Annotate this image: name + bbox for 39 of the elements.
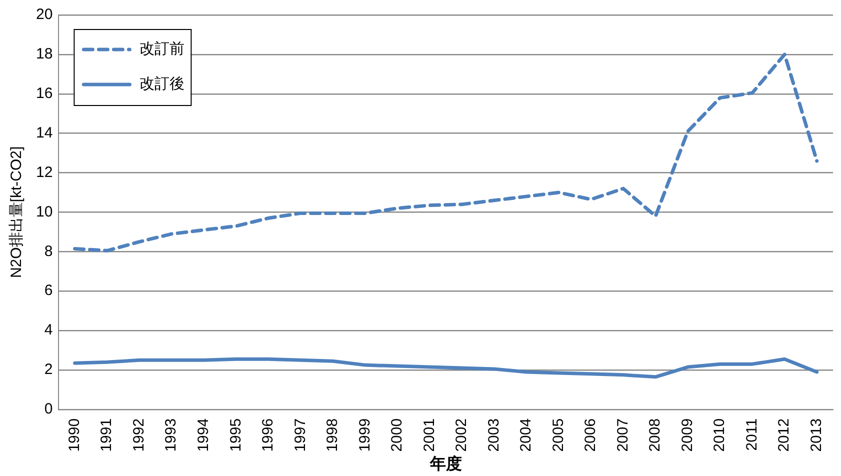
y-tick-label: 6: [44, 282, 53, 300]
x-axis-title: 年度: [428, 454, 462, 473]
x-tick-label: 1994: [195, 418, 212, 452]
x-tick-label: 2006: [582, 418, 600, 452]
x-tick-label: 2009: [678, 418, 696, 452]
x-tick-label: 1998: [324, 418, 342, 452]
y-tick-label: 20: [36, 6, 53, 24]
x-tick-label: 2008: [646, 418, 664, 452]
x-tick-label: 2011: [743, 418, 760, 451]
x-tick-label: 1992: [130, 418, 148, 452]
x-tick-label: 2001: [420, 418, 438, 452]
y-tick-label: 16: [36, 85, 53, 102]
x-tick-label: 1996: [260, 418, 277, 452]
x-tick-label: 2012: [776, 418, 793, 452]
x-tick-label: 2002: [453, 418, 470, 452]
x-tick-label: 1990: [66, 418, 83, 452]
y-axis-title: N2O排出量[kt-CO2]: [8, 146, 26, 278]
x-tick-label: 2000: [388, 418, 406, 452]
legend-label: 改訂前: [140, 40, 185, 58]
x-tick-label: 2004: [518, 418, 535, 452]
x-tick-label: 2013: [808, 418, 826, 452]
legend-label: 改訂後: [140, 76, 185, 93]
x-tick-label: 2010: [711, 418, 728, 452]
x-tick-label: 1997: [292, 418, 309, 452]
x-tick-label: 2005: [550, 418, 567, 452]
x-tick-label: 1993: [162, 418, 180, 452]
y-tick-label: 12: [36, 164, 53, 181]
y-tick-label: 0: [44, 400, 53, 418]
y-tick-label: 10: [36, 203, 53, 220]
y-tick-label: 8: [44, 242, 53, 260]
y-tick-label: 14: [36, 124, 53, 142]
x-tick-label: 1991: [98, 418, 116, 452]
y-tick-label: 2: [44, 361, 53, 378]
y-tick-label: 4: [44, 322, 53, 339]
x-tick-label: 1995: [227, 418, 244, 452]
y-tick-label: 18: [36, 46, 53, 63]
x-tick-label: 2003: [485, 418, 502, 452]
x-tick-label: 2007: [614, 418, 632, 452]
x-tick-label: 1999: [356, 418, 374, 452]
